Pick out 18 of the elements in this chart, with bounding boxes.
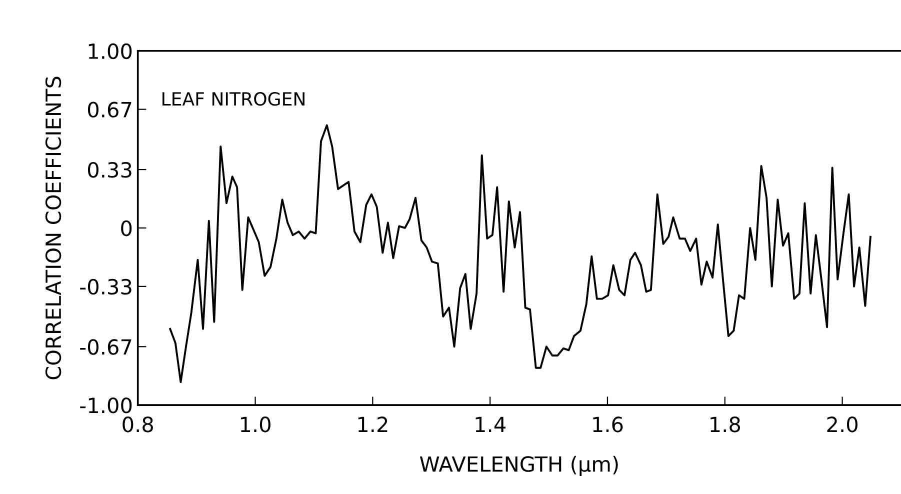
y-tick-label: 0.67 [88,102,132,118]
x-tick-label: 1.2 [358,416,388,432]
y-tick-label: -1.00 [80,398,132,414]
x-tick-label: 1.4 [476,416,506,432]
y-tick-label: 1.00 [88,43,132,60]
x-tick-label: 1.8 [710,416,740,432]
x-tick-label: 1.0 [240,416,270,432]
y-tick-label: 0.33 [88,162,132,178]
x-axis-title: WAVELENGTH (μm) [420,456,618,476]
x-tick-label: 1.6 [593,416,623,432]
annotation: LEAF NITROGEN [162,92,304,106]
x-tick-label: 2.0 [827,416,858,432]
x-tick-label: 0.8 [122,416,153,432]
y-tick-label: -0.67 [80,339,132,355]
y-tick-label: -0.33 [80,278,132,295]
line-series [169,124,872,384]
y-tick-label: 0 [121,220,132,236]
y-axis-title: CORRELATION COEFFICIENTS [45,76,62,380]
